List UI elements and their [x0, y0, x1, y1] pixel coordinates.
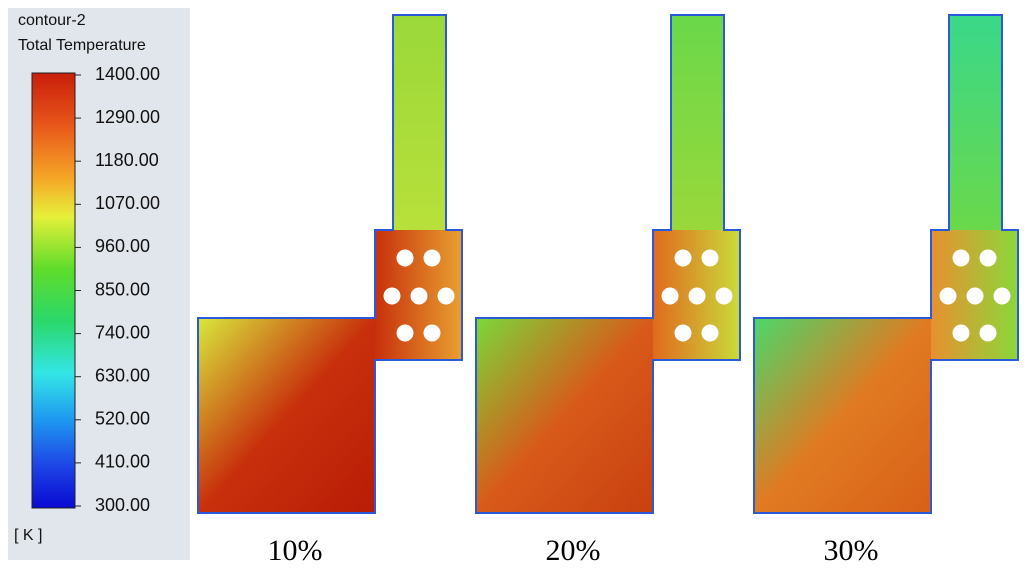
- contour-panel: [475, 14, 741, 514]
- hole: [966, 287, 984, 305]
- inlet-region: [476, 318, 653, 513]
- outline: [753, 14, 1019, 514]
- tick-label: 850.00: [95, 279, 150, 299]
- panel-label: 30%: [824, 534, 879, 567]
- hole: [437, 287, 455, 305]
- hole: [715, 287, 733, 305]
- hole: [952, 249, 970, 267]
- legend-ticks: 1400.00 1290.00 1180.00 1070.00 960.00 850.00…: [75, 64, 160, 515]
- legend-variable: Total Temperature: [18, 37, 146, 54]
- hole: [396, 324, 414, 342]
- tick-label: 630.00: [95, 365, 150, 385]
- outline: [475, 14, 741, 514]
- hole: [410, 287, 428, 305]
- outline: [197, 14, 463, 514]
- color-bar: [31, 72, 76, 509]
- contour-panel: [197, 14, 463, 514]
- hole: [688, 287, 706, 305]
- outlet-tube: [393, 15, 446, 230]
- tick-label: 740.00: [95, 322, 150, 342]
- tick-label: 410.00: [95, 452, 150, 472]
- hole: [423, 249, 441, 267]
- tick-label: 1180.00: [95, 150, 159, 170]
- inlet-region: [754, 318, 931, 513]
- inlet-region: [198, 318, 375, 513]
- panel-label: 10%: [268, 534, 323, 567]
- hole: [423, 324, 441, 342]
- tick-label: 960.00: [95, 236, 150, 256]
- hole: [993, 287, 1011, 305]
- hole: [952, 324, 970, 342]
- hole: [701, 249, 719, 267]
- tick-label: 300.00: [95, 495, 150, 515]
- hole: [674, 249, 692, 267]
- tick-label: 520.00: [95, 409, 150, 429]
- hole: [661, 287, 679, 305]
- outlet-tube: [949, 15, 1002, 230]
- panels: 10% 20% 30%: [197, 14, 1019, 567]
- contour-panel: [753, 14, 1019, 514]
- hole: [979, 249, 997, 267]
- hole: [674, 324, 692, 342]
- hole: [701, 324, 719, 342]
- hole: [939, 287, 957, 305]
- tick-label: 1290.00: [95, 107, 160, 127]
- panel-label: 20%: [546, 534, 601, 567]
- tick-label: 1400.00: [95, 64, 160, 84]
- outlet-tube: [671, 15, 724, 230]
- tick-label: 1070.00: [95, 193, 160, 213]
- hole: [383, 287, 401, 305]
- legend-unit: [ K ]: [14, 527, 42, 544]
- hole: [396, 249, 414, 267]
- hole: [979, 324, 997, 342]
- legend-title: contour-2: [18, 12, 86, 29]
